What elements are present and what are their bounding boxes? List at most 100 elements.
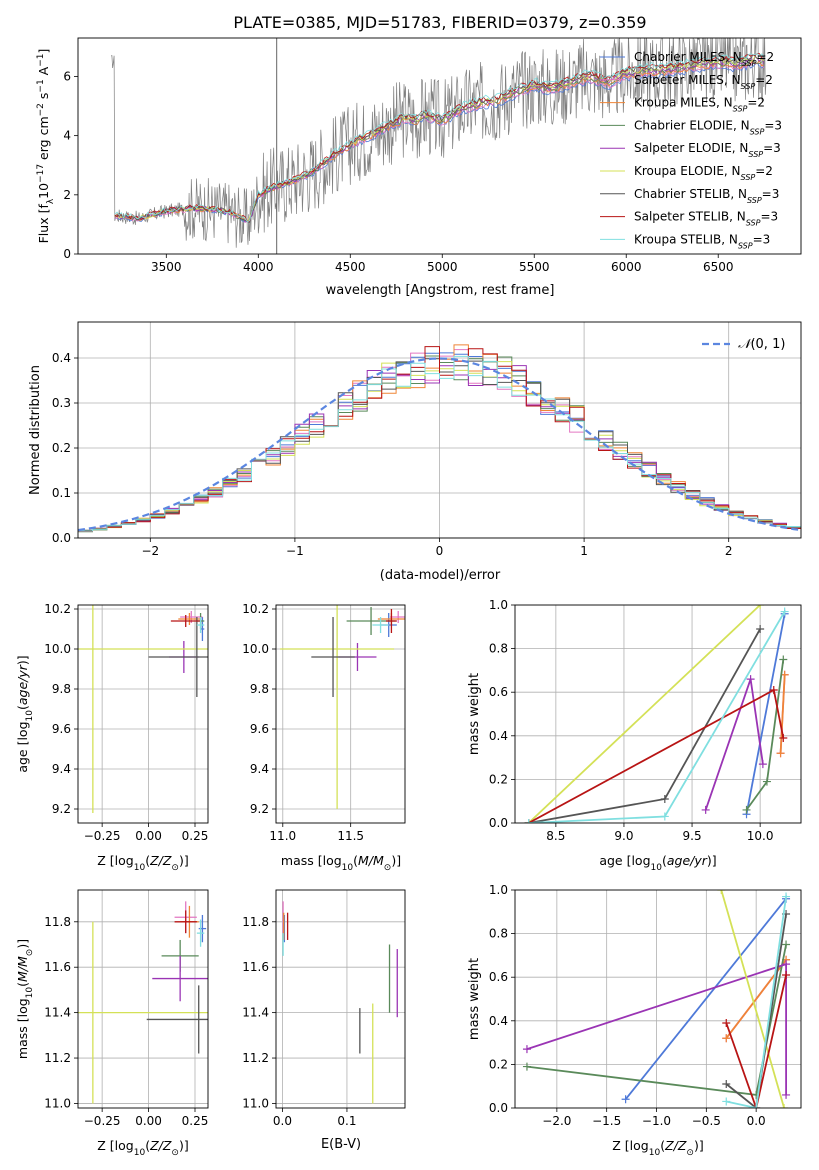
y-tick-label: 9.4 xyxy=(250,762,269,776)
x-tick-label: 3500 xyxy=(151,260,182,274)
y-tick-label: 0.0 xyxy=(489,816,508,830)
observed-spectrum xyxy=(110,38,767,248)
legend-label: Kroupa MILES, NSSP=2 xyxy=(634,96,765,114)
weight-marker-kroupa_stelib xyxy=(780,607,789,616)
axes-mass-weight-vs-age: 8.5 9.0 9.5 10.0 0.0 0.2 0.4 0.6 0.8 1.0 age [log1… xyxy=(467,598,802,873)
x-tick-label: 0.1 xyxy=(337,1114,356,1128)
y-tick-label: 10.2 xyxy=(44,602,71,616)
x-tick-label: 11.0 xyxy=(269,829,296,843)
weight-marker-kroupa_stelib xyxy=(782,892,791,901)
plot-area-spectrum xyxy=(110,38,767,254)
weight-marker-salpeter_stelib xyxy=(722,1018,731,1027)
axes-frame xyxy=(77,889,209,1109)
weight-marker-chabrier_elodie xyxy=(782,940,791,949)
axes-mass-vs-ebv: 0.0 0.1 11.0 11.2 11.4 11.6 11.8 E(B-V) xyxy=(242,889,406,1152)
y-tick-label: 0.2 xyxy=(489,772,508,786)
weight-marker-chabrier_stelib xyxy=(660,795,669,804)
y-axis-label: mass [log10(M/M⊙)] xyxy=(15,939,35,1059)
y-tick-label: 9.8 xyxy=(52,682,71,696)
x-tick-label: 2 xyxy=(725,544,733,558)
axes-frame xyxy=(275,889,406,1109)
x-axis-label: Z [log10(Z/Z⊙)] xyxy=(97,853,188,873)
weight-marker-salpeter_elodie xyxy=(758,760,767,769)
y-axis-label: mass weight xyxy=(467,958,482,1040)
y-axis-label: mass weight xyxy=(467,673,482,755)
y-tick-label: 11.8 xyxy=(44,915,71,929)
model-spectrum-kroupa_stelib xyxy=(114,53,765,223)
y-tick-label: 0.1 xyxy=(52,486,71,500)
y-tick-label: 9.8 xyxy=(250,682,269,696)
x-tick-label: 4500 xyxy=(335,260,366,274)
weight-line-chabrier_stelib xyxy=(528,628,761,823)
y-tick-label: 0.6 xyxy=(489,970,508,984)
legend-label: Chabrier MILES, NSSP=2 xyxy=(634,50,774,68)
weight-marker-chabrier_elodie xyxy=(522,1062,531,1071)
legend-label: Kroupa ELODIE, NSSP=2 xyxy=(634,164,773,182)
axes-mass-weight-vs-Z: −2.0 −1.5 −1.0 −0.5 0.0 0.0 0.2 0.4 0.6 0.8 1.0 Z [… xyxy=(467,883,802,1158)
y-tick-label: 11.2 xyxy=(44,1051,71,1065)
y-tick-label: 0.4 xyxy=(489,1014,508,1028)
weight-marker-salpeter_elodie xyxy=(782,1090,791,1099)
x-tick-label: 6000 xyxy=(611,260,642,274)
legend-label: Chabrier STELIB, NSSP=3 xyxy=(634,187,779,205)
x-axis-label: wavelength [Angstrom, rest frame] xyxy=(326,283,555,298)
legend-label: Kroupa STELIB, NSSP=3 xyxy=(634,232,770,250)
x-tick-label: 9.0 xyxy=(614,829,633,843)
x-axis-label: mass [log10(M/M⊙)] xyxy=(281,853,401,873)
x-tick-label: 0.25 xyxy=(182,1114,209,1128)
plot-area-mass-weight-vs-age xyxy=(515,605,801,823)
y-axis-label: Normed distribution xyxy=(28,365,43,495)
x-axis-label: (data-model)/error xyxy=(380,568,501,583)
weight-marker-kroupa_elodie xyxy=(780,1104,789,1108)
axes-frame xyxy=(77,321,802,539)
y-tick-label: 11.2 xyxy=(242,1051,269,1065)
weight-line-kroupa_stelib xyxy=(726,896,787,1108)
weight-line-salpeter_stelib xyxy=(725,974,787,1108)
y-tick-label: 11.6 xyxy=(44,960,71,974)
axes-age-vs-mass: 11.0 11.5 9.2 9.4 9.6 9.8 10.0 10.2 mass [log10(… xyxy=(242,602,406,873)
x-tick-label: 5000 xyxy=(427,260,458,274)
x-tick-label: 0.00 xyxy=(135,829,162,843)
weight-marker-kroupa_elodie xyxy=(756,605,765,609)
weight-line-chabrier_miles xyxy=(624,898,787,1100)
y-tick-label: 0.4 xyxy=(489,729,508,743)
x-tick-label: −0.25 xyxy=(84,829,121,843)
weight-marker-chabrier_stelib xyxy=(722,1080,731,1089)
weight-marker-salpeter_stelib xyxy=(769,686,778,695)
x-axis-label: Z [log10(Z/Z⊙)] xyxy=(612,1138,703,1158)
weight-line-kroupa_elodie xyxy=(527,605,761,823)
histogram-kroupa_stelib xyxy=(78,355,801,532)
weight-marker-kroupa_stelib xyxy=(722,1097,731,1106)
weight-marker-kroupa_miles xyxy=(722,1034,731,1043)
legend-label: 𝒩(0, 1) xyxy=(738,337,785,352)
x-tick-label: −1.5 xyxy=(592,1114,621,1128)
histogram-salpeter_stelib xyxy=(78,346,801,532)
y-tick-label: 10.0 xyxy=(242,642,269,656)
weight-marker-salpeter_elodie xyxy=(746,675,755,684)
y-tick-label: 11.4 xyxy=(44,1006,71,1020)
weight-marker-kroupa_elodie xyxy=(717,890,726,894)
y-tick-label: 0.0 xyxy=(52,531,71,545)
y-tick-label: 1.0 xyxy=(489,883,508,897)
y-tick-label: 9.6 xyxy=(250,722,269,736)
weight-marker-salpeter_elodie xyxy=(522,1045,531,1054)
x-axis-label: Z [log10(Z/Z⊙)] xyxy=(97,1138,188,1158)
x-axis-label: E(B-V) xyxy=(321,1137,361,1152)
model-spectrum-chabrier_stelib xyxy=(114,54,764,223)
axes-frame xyxy=(77,604,209,824)
y-tick-label: 0.2 xyxy=(489,1057,508,1071)
axes-frame xyxy=(514,604,802,824)
weight-marker-kroupa_stelib xyxy=(660,812,669,821)
y-tick-label: 11.6 xyxy=(242,960,269,974)
weight-line-kroupa_elodie xyxy=(720,890,785,1108)
weight-line-kroupa_miles xyxy=(779,674,786,754)
weight-marker-chabrier_elodie xyxy=(762,777,771,786)
y-tick-label: 9.2 xyxy=(250,802,269,816)
weight-marker-kroupa_stelib xyxy=(752,1104,761,1108)
y-tick-label: 2 xyxy=(63,188,71,202)
x-tick-label: 0.00 xyxy=(135,1114,162,1128)
x-tick-label: 0.0 xyxy=(747,1114,766,1128)
x-tick-label: 0.25 xyxy=(182,829,209,843)
y-tick-label: 9.6 xyxy=(52,722,71,736)
x-tick-label: 6500 xyxy=(703,260,734,274)
